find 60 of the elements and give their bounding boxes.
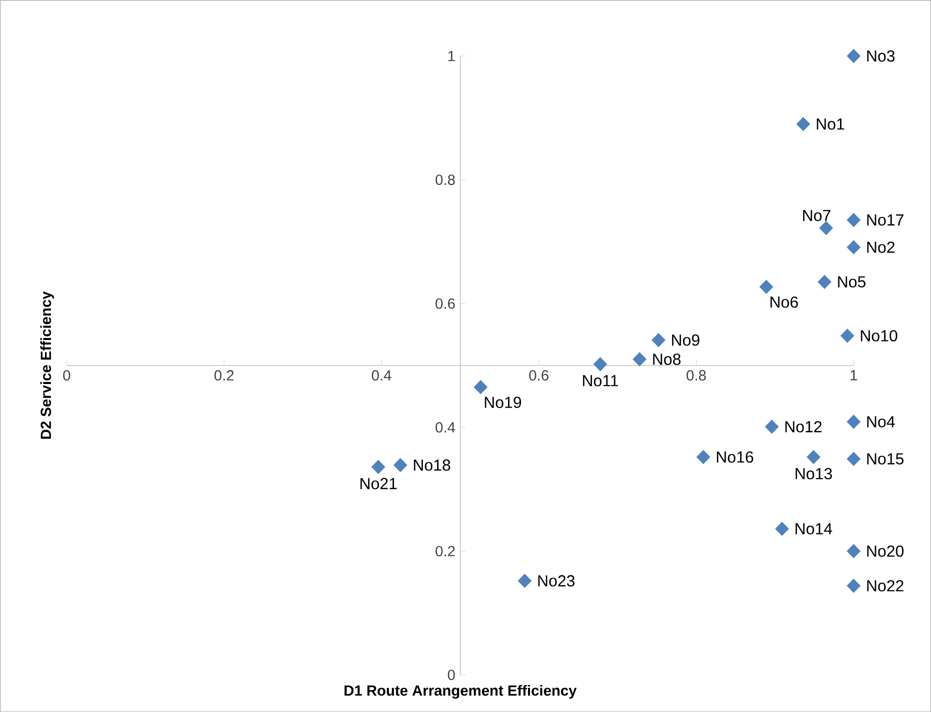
point [846,48,862,64]
point [696,449,711,464]
annotation: No14 [796,523,832,534]
annotation: No11 [583,375,618,386]
annotation: No13 [796,468,832,480]
annotation: No18 [414,459,450,471]
point [796,116,811,132]
annotation: No22 [867,580,904,592]
point [632,352,647,367]
point [774,521,790,536]
annotation: No9 [672,334,700,346]
point [592,356,608,372]
point [846,414,862,430]
point [817,274,832,290]
x-tick-label: 0.8 [686,370,706,380]
point [473,379,488,395]
annotation: No5 [838,276,866,288]
point [806,449,821,464]
x-tick-label: 0 [63,370,70,380]
annotation: No2 [867,241,894,253]
y-tick-label: 0.2 [436,546,455,556]
y-tick-label: 0.8 [436,174,455,185]
point [846,240,862,255]
point [758,279,774,294]
annotation: No7 [803,210,830,221]
annotation: No12 [785,420,822,432]
point [818,220,834,236]
annotation: No19 [484,396,522,408]
annotation: No15 [867,453,904,464]
point [846,451,862,466]
x-tick-label: 0.2 [214,370,234,380]
point [370,459,386,474]
y-tick-label: 0 [448,670,455,680]
x-tick-label: 0.4 [372,370,392,380]
y-tick-label: 0.6 [436,298,455,309]
annotation: No1 [816,118,844,130]
point [846,212,862,228]
annotation: No16 [716,451,754,463]
annotation: No3 [867,50,895,62]
y-axis-title: D2 Service Efficiency [40,291,54,439]
annotation: No17 [867,214,904,226]
x-axis-title: D1 Route Arrangement Efficiency [344,684,577,699]
annotation: No4 [867,416,895,428]
point [846,543,862,559]
annotation: No8 [653,353,681,365]
point [517,573,532,588]
annotation: No10 [860,330,898,342]
x-tick-label: 0.6 [529,370,548,380]
point [846,578,862,594]
annotation: No6 [770,296,798,308]
y-tick-label: 1 [448,50,455,61]
point [840,328,855,344]
point [393,457,408,473]
annotation: No23 [538,575,575,586]
annotation: No21 [360,478,397,490]
point [651,332,666,348]
x-tick-label: 1 [850,370,858,380]
annotation: No20 [867,545,904,557]
point [764,419,780,434]
y-tick-label: 0.4 [436,422,456,432]
